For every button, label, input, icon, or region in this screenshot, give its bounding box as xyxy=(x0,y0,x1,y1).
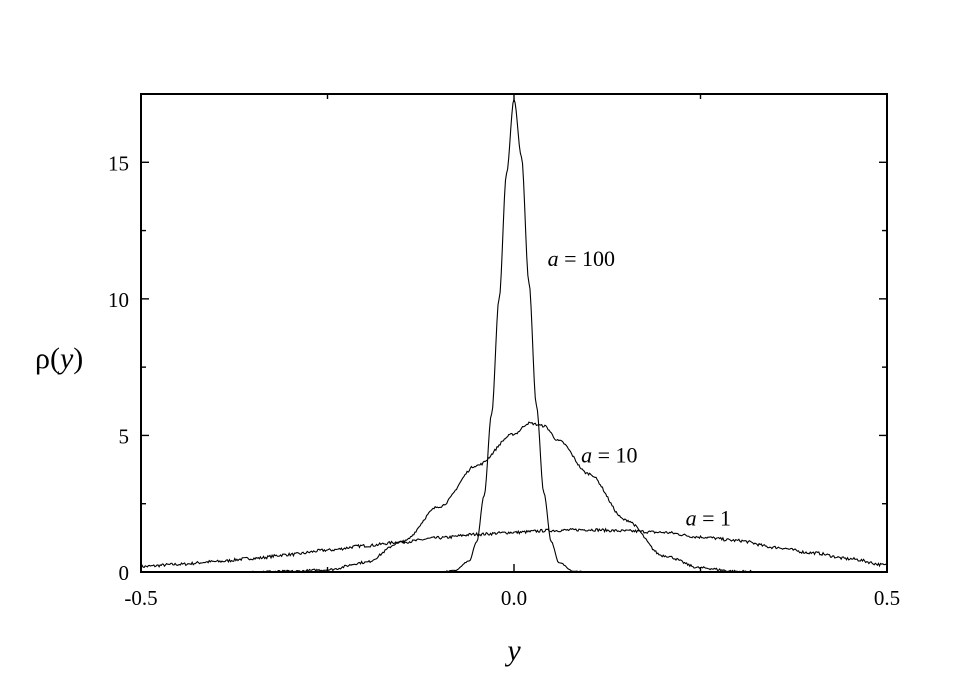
y-tick-label: 5 xyxy=(119,424,130,448)
series-line-1 xyxy=(140,527,888,569)
series-label-3: a = 100 xyxy=(548,246,615,271)
series-line-2 xyxy=(141,421,887,574)
series-line-3 xyxy=(141,97,887,573)
curves-layer xyxy=(140,97,888,574)
x-axis-title: y xyxy=(504,634,521,667)
y-tick-label: 10 xyxy=(108,288,129,312)
plot-frame xyxy=(140,93,888,573)
series-label-2: a = 10 xyxy=(581,443,637,468)
annotations-layer: a = 1 a = 10 a = 100 xyxy=(548,246,731,530)
y-axis-title: ρ(y) xyxy=(35,342,83,375)
ticks-layer xyxy=(140,94,888,573)
y-tick-label: 15 xyxy=(108,151,129,175)
y-axis-title-suffix: ) xyxy=(73,342,83,375)
x-tick-label: 0.0 xyxy=(501,586,527,610)
y-axis-title-prefix: ρ( xyxy=(35,342,60,375)
labels-layer: -0.5 0.0 0.5 0 5 10 15 xyxy=(108,151,900,610)
x-tick-label: -0.5 xyxy=(124,586,157,610)
y-tick-label: 0 xyxy=(119,561,130,585)
x-tick-label: 0.5 xyxy=(874,586,900,610)
series-label-1: a = 1 xyxy=(686,506,731,531)
y-axis-title-var: y xyxy=(57,342,74,375)
